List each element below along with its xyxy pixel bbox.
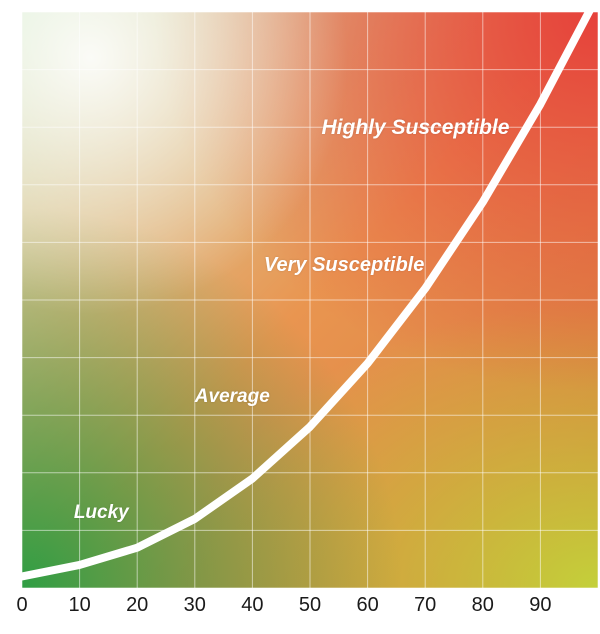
risk-chart: Lucky Average Very Susceptible Highly Susce… [22,12,598,588]
x-tick-label: 70 [414,594,436,617]
x-tick-label: 0 [16,594,27,617]
zone-label: Very Susceptible [264,254,424,277]
x-tick-label: 60 [356,594,378,617]
x-tick-label: 50 [299,594,321,617]
x-tick-label: 30 [184,594,206,617]
x-axis: 0102030405060708090 [22,594,598,624]
x-tick-label: 80 [472,594,494,617]
x-tick-label: 40 [241,594,263,617]
zone-label: Average [195,386,270,408]
x-tick-label: 10 [68,594,90,617]
x-tick-label: 20 [126,594,148,617]
zone-label: Lucky [74,502,129,524]
x-tick-label: 90 [529,594,551,617]
zone-label: Highly Susceptible [322,116,510,140]
